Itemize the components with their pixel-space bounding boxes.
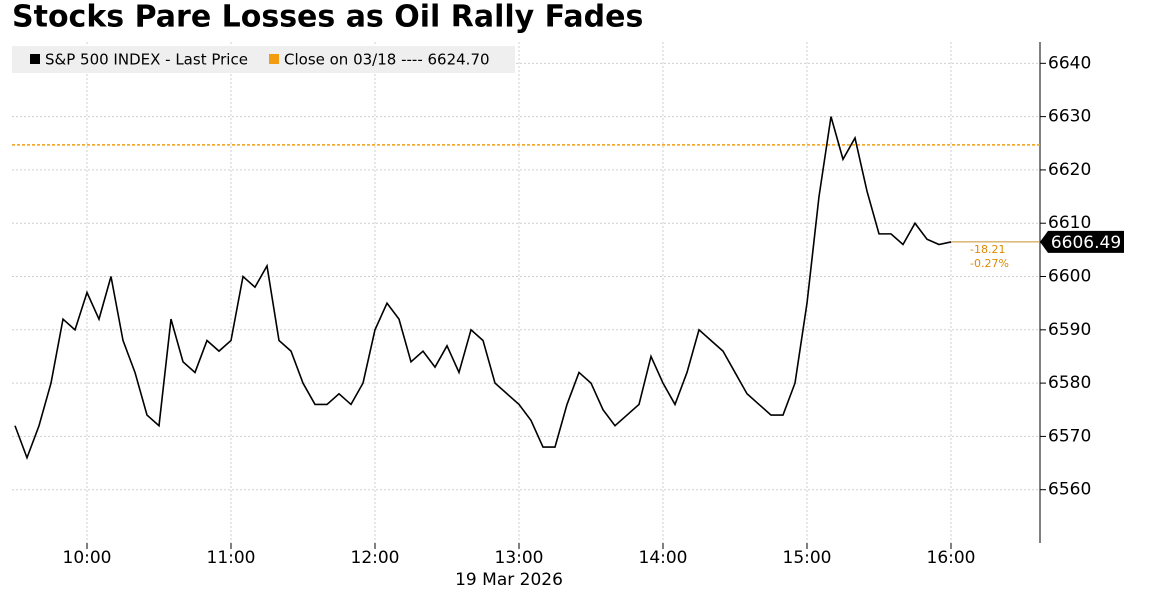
y-tick-label: 6570 [1048,426,1091,446]
y-tick-label: 6630 [1048,107,1091,127]
x-tick-label: 16:00 [927,548,976,568]
y-tick-label: 6640 [1048,53,1091,73]
legend-swatch [30,54,40,64]
last-price-label: 6606.49 [1051,233,1121,253]
y-tick-label: 6620 [1048,160,1091,180]
legend-label: S&P 500 INDEX - Last Price [45,51,248,69]
x-tick-label: 10:00 [63,548,112,568]
chart-title: Stocks Pare Losses as Oil Rally Fades [12,0,643,35]
y-tick-label: 6560 [1048,480,1091,500]
y-tick-label: 6600 [1048,267,1091,287]
x-tick-label: 11:00 [207,548,256,568]
y-tick-label: 6610 [1048,213,1091,233]
price-line [14,116,952,461]
x-tick-label: 12:00 [351,548,400,568]
legend-swatch [269,54,279,64]
change-label: -18.21 [970,243,1005,256]
x-tick-label: 13:00 [495,548,544,568]
x-tick-label: 14:00 [639,548,688,568]
change-label: -0.27% [970,257,1009,270]
y-tick-label: 6580 [1048,373,1091,393]
last-price-box [1040,230,1124,253]
x-axis-label: 19 Mar 2026 [455,570,563,590]
x-tick-label: 15:00 [783,548,832,568]
y-tick-label: 6590 [1048,320,1091,340]
legend-box [12,46,515,73]
legend-label: Close on 03/18 ---- 6624.70 [284,51,490,69]
